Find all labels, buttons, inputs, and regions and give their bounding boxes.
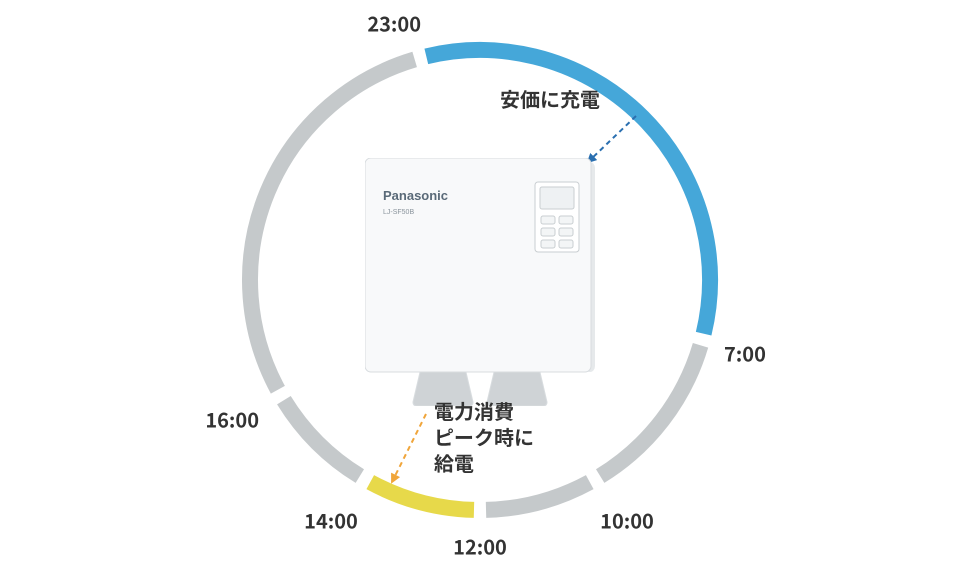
callout-arrow-charge (588, 116, 636, 162)
battery-device-svg: Panasonic LJ-SF50B (365, 158, 595, 406)
time-label-12: 12:00 (453, 532, 507, 561)
time-label-23: 23:00 (367, 8, 421, 37)
arc-7-10 (600, 345, 700, 476)
time-label-10: 10:00 (600, 505, 654, 534)
device-model-label: LJ-SF50B (383, 209, 414, 216)
stage: Panasonic LJ-SF50B 23:00 7:00 10:00 12:00 14:… (0, 0, 960, 573)
callout-arrow-discharge (392, 414, 426, 482)
callout-text-charge: 安価に充電 (500, 86, 600, 112)
time-label-7: 7:00 (724, 338, 766, 367)
arc-10-12 (486, 482, 590, 510)
time-label-16: 16:00 (205, 405, 259, 434)
callout-text-discharge: 電力消費ピーク時に給電 (434, 398, 534, 476)
time-label-14: 14:00 (304, 505, 358, 534)
arc-12-14 (370, 482, 474, 510)
device-brand-label: Panasonic (383, 188, 448, 203)
arc-14-16 (284, 400, 360, 476)
battery-device-illustration: Panasonic LJ-SF50B (365, 158, 595, 411)
